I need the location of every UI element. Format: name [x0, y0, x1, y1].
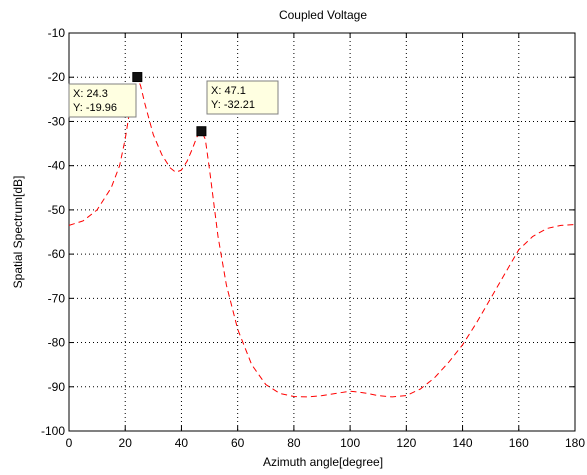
datatip-marker	[196, 126, 207, 137]
y-tick-label: -100	[41, 424, 65, 438]
datatip-layer: X: 24.3 Y: -19.96 X: 47.1 Y: -32.21	[68, 72, 279, 137]
x-tick-label: 140	[453, 436, 473, 450]
y-tick-label: -90	[48, 380, 66, 394]
datatip-x-text: X: 24.3	[73, 88, 108, 100]
y-axis-label: Spatial Spectrum[dB]	[11, 176, 25, 289]
y-tick-label: -30	[48, 114, 66, 128]
y-tick-label: -70	[48, 291, 66, 305]
datatip-marker	[132, 72, 143, 83]
axis-ticks: 0 20 40 60 80 100 120 140 160 180 -10 -20 -30 -40 -50 -…	[41, 26, 585, 450]
datatip-y-text: Y: -32.21	[211, 99, 255, 111]
y-tick-label: -10	[48, 26, 66, 40]
datatip-box	[206, 80, 279, 115]
y-tick-label: -40	[48, 159, 66, 173]
x-tick-label: 160	[509, 436, 529, 450]
plot-frame	[68, 32, 576, 432]
x-tick-label: 40	[175, 436, 189, 450]
grid	[69, 33, 575, 431]
x-tick-label: 20	[119, 436, 133, 450]
y-tick-label: -20	[48, 70, 66, 84]
x-axis-label: Azimuth angle[degree]	[263, 455, 383, 469]
y-tick-label: -50	[48, 203, 66, 217]
x-tick-label: 120	[396, 436, 416, 450]
y-tick-label: -60	[48, 247, 66, 261]
datatip-y-text: Y: -19.96	[73, 102, 117, 114]
x-tick-label: 60	[231, 436, 245, 450]
chart-title: Coupled Voltage	[279, 8, 367, 22]
x-tick-label: 100	[340, 436, 360, 450]
x-tick-label: 80	[287, 436, 301, 450]
datatip-box	[68, 83, 137, 118]
x-tick-label: 180	[565, 436, 585, 450]
datatip-x-text: X: 47.1	[211, 85, 246, 97]
x-tick-label: 0	[66, 436, 73, 450]
y-tick-label: -80	[48, 336, 66, 350]
